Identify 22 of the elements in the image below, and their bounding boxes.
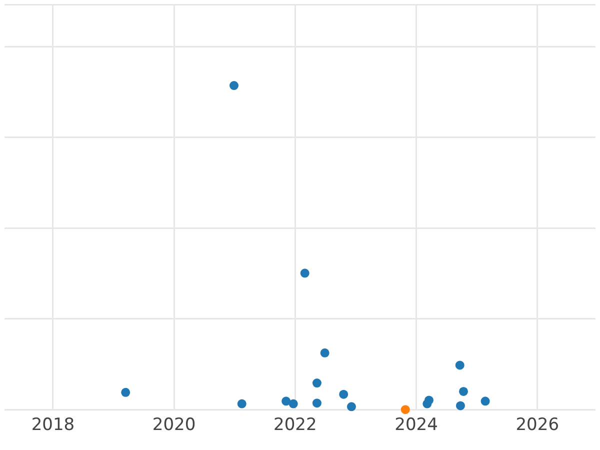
point (458, 386, 468, 396)
point (400, 405, 410, 414)
point (346, 402, 356, 412)
point (282, 396, 291, 406)
point (300, 268, 310, 278)
x-tick-label: 2026 (516, 415, 559, 436)
x-tick-label: 2018 (31, 415, 75, 436)
point (480, 396, 490, 406)
point (237, 399, 246, 408)
point (229, 81, 238, 90)
point (339, 390, 348, 399)
point (121, 388, 130, 397)
point (312, 378, 322, 388)
point (456, 401, 465, 410)
x-tick-label: 2022 (274, 415, 317, 436)
point (288, 399, 298, 408)
x-tick-label: 2020 (152, 415, 196, 436)
point (424, 396, 434, 405)
point (312, 398, 322, 408)
point (455, 360, 464, 370)
point (320, 348, 330, 358)
x-tick-label: 2024 (394, 415, 438, 436)
